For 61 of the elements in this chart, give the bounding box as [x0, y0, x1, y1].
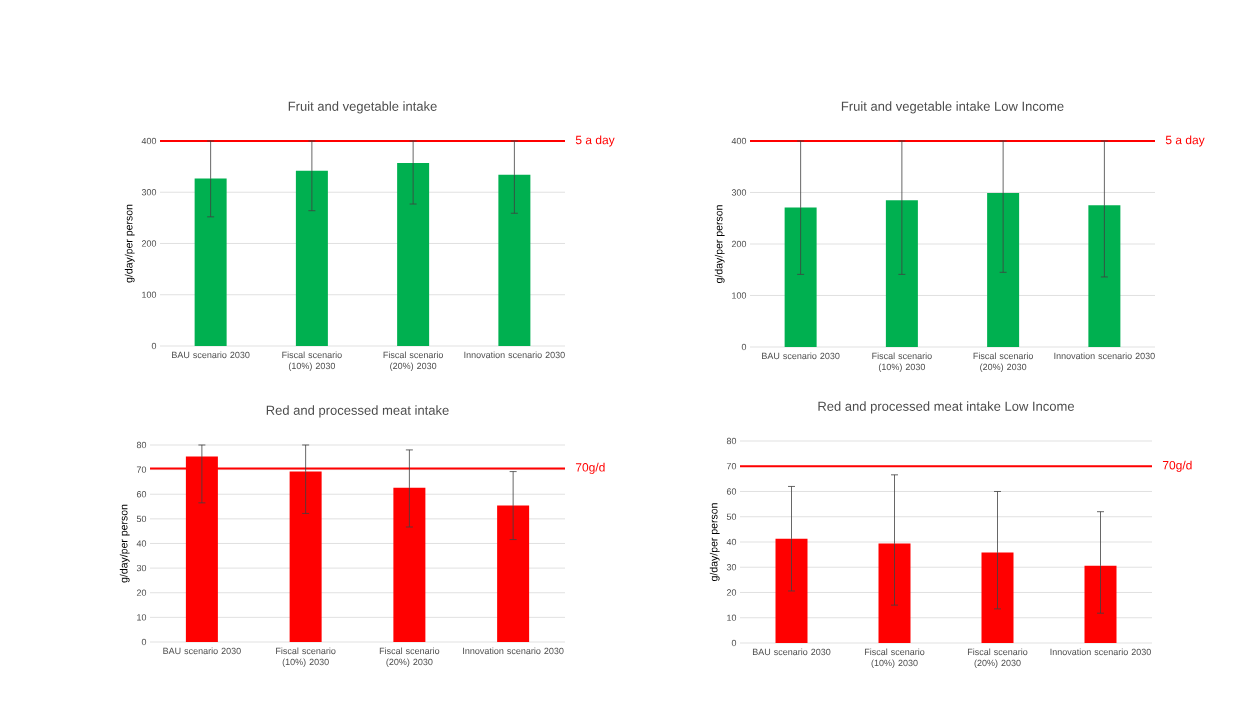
x-tick-label: Innovation scenario 2030 — [463, 647, 564, 655]
x-tick-label: Fiscal scenario (10%) 2030 — [282, 351, 342, 371]
y-tick-label: 30 — [726, 564, 737, 571]
y-tick-label: 80 — [136, 441, 147, 449]
y-tick-label: 70 — [726, 463, 737, 470]
y-tick-label: 10 — [137, 614, 147, 621]
y-tick-label: 300 — [141, 189, 157, 196]
y-tick-label: 200 — [141, 240, 157, 247]
x-tick-label: BAU scenario 2030 — [163, 647, 241, 655]
bar — [497, 505, 530, 642]
y-tick-label: 0 — [141, 638, 147, 646]
x-tick-label: Fiscal scenario (20%) 2030 — [379, 647, 440, 667]
x-tick-label: Innovation scenario 2030 — [464, 351, 565, 359]
x-tick-label: Innovation scenario 2030 — [1054, 352, 1155, 360]
y-tick-label: 400 — [141, 137, 157, 145]
x-tick-label: Fiscal scenario (20%) 2030 — [383, 351, 443, 371]
y-tick-label: 0 — [731, 639, 737, 647]
y-tick-label: 60 — [136, 491, 147, 498]
y-tick-label: 300 — [731, 189, 747, 196]
ref-line-label: 70g/d — [575, 462, 605, 474]
x-tick-label: Fiscal scenario (20%) 2030 — [973, 352, 1033, 372]
y-tick-label: 100 — [142, 291, 157, 298]
chart-title: Fruit and vegetable intake Low Income — [841, 101, 1064, 114]
x-tick-label: Fiscal scenario (10%) 2030 — [872, 352, 932, 372]
chart-title: Fruit and vegetable intake — [288, 101, 437, 114]
y-tick-label: 40 — [726, 538, 737, 546]
y-tick-label: 200 — [731, 240, 747, 248]
y-axis-title: g/day/per person — [119, 504, 130, 583]
y-tick-label: 70 — [136, 466, 147, 473]
y-tick-label: 20 — [136, 589, 147, 596]
y-axis-title: g/day/per person — [124, 204, 135, 283]
y-tick-label: 0 — [151, 342, 157, 350]
y-tick-label: 60 — [726, 488, 737, 495]
ref-line-label: 70g/d — [1162, 460, 1192, 472]
ref-line-label: 5 a day — [575, 135, 615, 147]
x-tick-label: BAU scenario 2030 — [172, 351, 250, 359]
y-tick-label: 0 — [741, 343, 747, 351]
y-tick-label: 50 — [136, 515, 147, 523]
chart-title: Red and processed meat intake — [266, 405, 449, 418]
bar — [289, 471, 322, 642]
y-tick-label: 10 — [727, 614, 737, 621]
x-tick-label: BAU scenario 2030 — [762, 352, 840, 360]
y-tick-label: 20 — [726, 589, 737, 596]
bar — [775, 538, 808, 643]
y-tick-label: 30 — [136, 564, 147, 572]
x-tick-label: Fiscal scenario (20%) 2030 — [967, 648, 1028, 668]
ref-line-label: 5 a day — [1165, 135, 1205, 147]
y-tick-label: 50 — [726, 513, 737, 520]
y-tick-label: 80 — [726, 437, 737, 445]
bar — [393, 487, 426, 642]
x-tick-label: Fiscal scenario (10%) 2030 — [276, 647, 336, 667]
y-axis-title: g/day/per person — [709, 503, 720, 581]
y-tick-label: 100 — [732, 292, 747, 299]
x-tick-label: Fiscal scenario (10%) 2030 — [864, 648, 925, 668]
x-tick-label: BAU scenario 2030 — [752, 648, 831, 656]
y-tick-label: 400 — [731, 137, 747, 145]
x-tick-label: Innovation scenario 2030 — [1050, 648, 1151, 656]
chart-title: Red and processed meat intake Low Income — [818, 401, 1074, 414]
bar — [784, 207, 817, 347]
y-axis-title: g/day/per person — [714, 205, 725, 283]
y-tick-label: 40 — [136, 540, 147, 547]
